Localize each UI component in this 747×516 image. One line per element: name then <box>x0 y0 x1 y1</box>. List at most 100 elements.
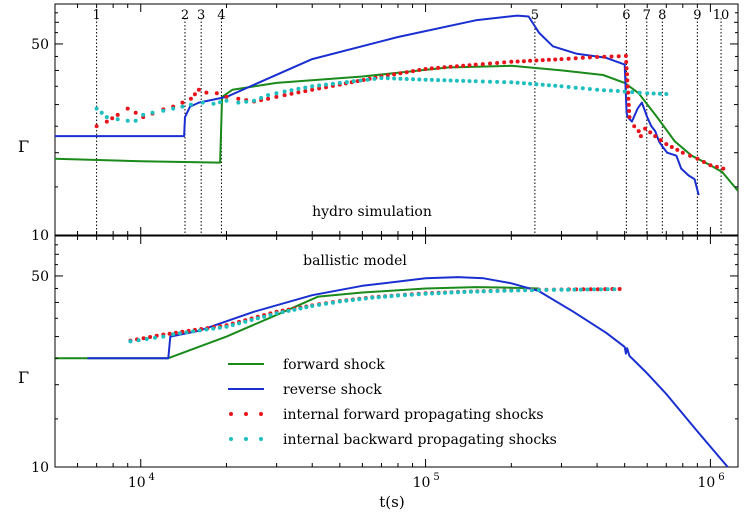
point-internal-backward-propagating-shocks <box>598 287 603 292</box>
point-internal-backward-propagating-shocks <box>324 82 328 87</box>
legend-label-forward-shock: forward shock <box>283 357 385 373</box>
point-internal-backward-propagating-shocks <box>580 86 585 91</box>
point-internal-forward-propagating-shocks <box>115 112 120 117</box>
point-internal-backward-propagating-shocks <box>585 287 590 292</box>
point-internal-backward-propagating-shocks <box>358 78 363 83</box>
ticks-top: 10 50 <box>31 3 738 244</box>
point-internal-backward-propagating-shocks <box>298 306 303 311</box>
point-internal-forward-propagating-shocks <box>310 87 315 92</box>
point-internal-backward-propagating-shocks <box>454 78 459 83</box>
point-internal-backward-propagating-shocks <box>559 287 564 292</box>
point-internal-backward-propagating-shocks <box>488 289 493 294</box>
point-internal-backward-propagating-shocks <box>268 313 273 317</box>
point-internal-backward-propagating-shocks <box>211 326 216 331</box>
point-internal-backward-propagating-shocks <box>409 292 414 297</box>
point-internal-backward-propagating-shocks <box>230 323 235 327</box>
point-internal-backward-propagating-shocks <box>488 79 492 84</box>
point-internal-forward-propagating-shocks <box>714 164 719 169</box>
point-internal-forward-propagating-shocks <box>624 66 629 71</box>
point-internal-backward-propagating-shocks <box>344 80 349 85</box>
point-internal-backward-propagating-shocks <box>200 100 205 105</box>
point-internal-forward-propagating-shocks <box>625 78 630 83</box>
point-internal-backward-propagating-shocks <box>161 108 166 113</box>
point-internal-backward-propagating-shocks <box>605 287 610 292</box>
y-tick-label-10: 10 <box>31 460 49 476</box>
marker-label-2: 2 <box>181 8 189 23</box>
legend-label-reverse-shock: reverse shock <box>283 382 382 398</box>
point-internal-forward-propagating-shocks <box>626 102 631 107</box>
point-internal-backward-propagating-shocks <box>363 296 368 301</box>
point-internal-backward-propagating-shocks <box>398 76 403 81</box>
point-internal-backward-propagating-shocks <box>430 291 435 296</box>
point-internal-forward-propagating-shocks <box>595 55 600 59</box>
point-internal-backward-propagating-shocks <box>637 90 642 95</box>
point-internal-backward-propagating-shocks <box>337 80 342 85</box>
point-internal-backward-propagating-shocks <box>462 290 467 294</box>
point-internal-backward-propagating-shocks <box>357 297 362 302</box>
point-internal-forward-propagating-shocks <box>546 57 551 62</box>
point-internal-backward-propagating-shocks <box>379 76 384 81</box>
annotation-ballistic-model: ballistic model <box>303 253 407 269</box>
point-internal-backward-propagating-shocks <box>448 78 453 83</box>
point-internal-backward-propagating-shocks <box>266 93 271 98</box>
x-tick-exponent-6: 6 <box>718 472 724 483</box>
marker-label-8: 8 <box>658 8 666 23</box>
y-tick-label-10: 10 <box>31 228 49 244</box>
point-internal-forward-propagating-shocks <box>627 115 632 120</box>
point-internal-backward-propagating-shocks <box>551 287 556 292</box>
point-internal-forward-propagating-shocks <box>398 71 403 76</box>
series-internal-backward-propagating-shocks-top <box>94 76 669 123</box>
point-internal-backward-propagating-shocks <box>141 112 146 117</box>
point-internal-backward-propagating-shocks <box>404 77 409 81</box>
point-internal-forward-propagating-shocks <box>675 147 680 152</box>
point-internal-backward-propagating-shocks <box>372 76 377 81</box>
point-internal-backward-propagating-shocks <box>304 305 309 310</box>
point-internal-backward-propagating-shocks <box>416 292 421 297</box>
marker-label-3: 3 <box>197 8 205 23</box>
legend-entry-forward-shock: forward shock <box>228 357 385 373</box>
axes-frame-top <box>54 3 739 236</box>
point-internal-backward-propagating-shocks <box>255 316 260 321</box>
point-internal-forward-propagating-shocks <box>282 93 287 98</box>
point-internal-forward-propagating-shocks <box>488 61 492 66</box>
series-layer-bottom <box>55 276 729 468</box>
point-internal-forward-propagating-shocks <box>625 84 630 89</box>
marker-label-9: 9 <box>693 8 701 23</box>
point-internal-forward-propagating-shocks <box>616 54 621 59</box>
point-internal-forward-propagating-shocks <box>133 110 138 115</box>
point-internal-backward-propagating-shocks <box>480 79 485 84</box>
point-internal-backward-propagating-shocks <box>622 89 627 94</box>
point-internal-backward-propagating-shocks <box>536 288 541 292</box>
point-internal-backward-propagating-shocks <box>144 337 149 341</box>
point-internal-forward-propagating-shocks <box>94 124 99 129</box>
point-internal-backward-propagating-shocks <box>578 287 583 292</box>
point-internal-backward-propagating-shocks <box>540 82 545 87</box>
point-internal-forward-propagating-shocks <box>609 54 614 59</box>
point-internal-forward-propagating-shocks <box>680 150 685 155</box>
legend: forward shock reverse shock internal for… <box>228 357 557 448</box>
point-internal-forward-propagating-shocks <box>602 54 607 59</box>
point-internal-forward-propagating-shocks <box>442 65 447 70</box>
point-internal-backward-propagating-shocks <box>224 324 229 329</box>
point-internal-forward-propagating-shocks <box>411 69 415 74</box>
point-internal-forward-propagating-shocks <box>627 109 632 113</box>
point-internal-forward-propagating-shocks <box>361 78 366 82</box>
point-internal-forward-propagating-shocks <box>721 166 726 171</box>
point-internal-forward-propagating-shocks <box>204 90 209 95</box>
point-internal-forward-propagating-shocks <box>658 138 663 143</box>
x-axis-label: t(s) <box>379 493 404 511</box>
legend-swatch-internal-forward <box>229 412 263 416</box>
point-internal-backward-propagating-shocks <box>502 288 507 293</box>
marker-label-4: 4 <box>217 8 225 23</box>
point-internal-forward-propagating-shocks <box>626 96 631 101</box>
legend-entry-internal-forward: internal forward propagating shocks <box>229 407 544 423</box>
point-internal-forward-propagating-shocks <box>266 96 271 101</box>
point-internal-backward-propagating-shocks <box>664 92 669 96</box>
point-internal-forward-propagating-shocks <box>708 163 713 168</box>
marker-label-5: 5 <box>531 8 539 23</box>
series-layer-top <box>54 14 739 196</box>
point-internal-backward-propagating-shocks <box>383 294 388 299</box>
point-internal-backward-propagating-shocks <box>423 291 428 296</box>
point-internal-backward-propagating-shocks <box>125 118 130 123</box>
point-internal-forward-propagating-shocks <box>495 61 500 65</box>
